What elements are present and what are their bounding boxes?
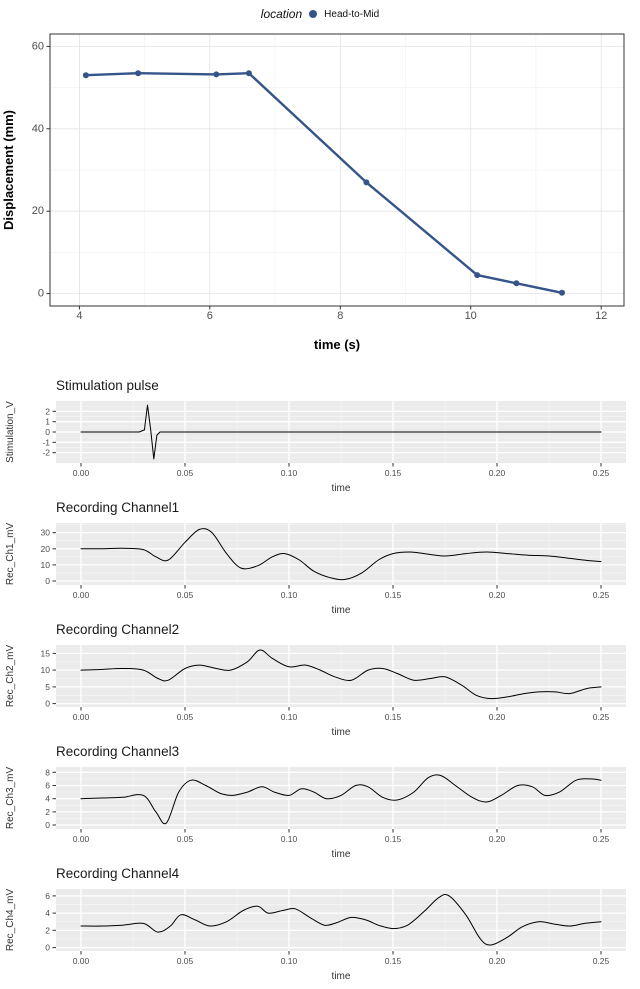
svg-text:0.00: 0.00 bbox=[73, 712, 90, 722]
svg-text:2: 2 bbox=[45, 807, 50, 817]
svg-text:0.20: 0.20 bbox=[489, 468, 506, 478]
svg-text:0.25: 0.25 bbox=[593, 834, 610, 844]
svg-text:0.15: 0.15 bbox=[385, 468, 402, 478]
legend-marker-icon bbox=[309, 10, 318, 18]
channel4-block: Recording Channel4 0.00 0.05 0.10 0.15 0.20 0… bbox=[0, 864, 640, 984]
channel1-block: Recording Channel1 0.00 0.05 0.10 0.15 0.20 0… bbox=[0, 498, 640, 618]
svg-text:time: time bbox=[332, 483, 351, 494]
recording-channel2-chart: 0.00 0.05 0.10 0.15 0.20 0.25 0 5 10 15 time Rec_Ch… bbox=[5, 645, 626, 738]
svg-text:0.15: 0.15 bbox=[385, 956, 402, 966]
svg-text:0.25: 0.25 bbox=[593, 712, 610, 722]
svg-text:30: 30 bbox=[41, 528, 51, 538]
svg-text:4: 4 bbox=[45, 794, 50, 804]
legend-title: location bbox=[260, 7, 303, 21]
svg-text:Displacement (mm): Displacement (mm) bbox=[1, 110, 16, 230]
svg-text:0.05: 0.05 bbox=[177, 834, 194, 844]
svg-text:0.00: 0.00 bbox=[73, 834, 90, 844]
recording-channel3-chart: 0.00 0.05 0.10 0.15 0.20 0.25 0 2 4 6 8 time Rec_Ch3… bbox=[5, 767, 626, 860]
svg-text:0.20: 0.20 bbox=[489, 956, 506, 966]
svg-text:12: 12 bbox=[595, 310, 607, 322]
svg-text:0.10: 0.10 bbox=[281, 468, 298, 478]
legend: location Head-to-Mid bbox=[0, 0, 640, 24]
svg-text:5: 5 bbox=[45, 682, 50, 692]
svg-text:0.05: 0.05 bbox=[177, 956, 194, 966]
svg-text:4: 4 bbox=[45, 908, 50, 918]
svg-text:0.15: 0.15 bbox=[385, 712, 402, 722]
svg-text:0.15: 0.15 bbox=[385, 834, 402, 844]
svg-text:0.10: 0.10 bbox=[281, 712, 298, 722]
chart-title-channel2: Recording Channel2 bbox=[56, 622, 180, 637]
svg-text:0: 0 bbox=[45, 427, 50, 437]
svg-text:0.10: 0.10 bbox=[281, 834, 298, 844]
svg-text:4: 4 bbox=[76, 310, 82, 322]
svg-text:time: time bbox=[332, 849, 351, 860]
svg-text:0.20: 0.20 bbox=[489, 590, 506, 600]
svg-text:0: 0 bbox=[45, 820, 50, 830]
svg-text:40: 40 bbox=[32, 123, 44, 135]
svg-text:8: 8 bbox=[45, 767, 50, 777]
svg-text:0.05: 0.05 bbox=[177, 590, 194, 600]
svg-text:20: 20 bbox=[32, 205, 44, 217]
svg-text:0.15: 0.15 bbox=[385, 590, 402, 600]
svg-text:10: 10 bbox=[465, 310, 477, 322]
svg-text:10: 10 bbox=[41, 665, 51, 675]
recording-channel1-chart: 0.00 0.05 0.10 0.15 0.20 0.25 0 10 20 30 time Rec_C… bbox=[5, 523, 626, 616]
svg-text:0.00: 0.00 bbox=[73, 590, 90, 600]
recording-channel4-chart: 0.00 0.05 0.10 0.15 0.20 0.25 0 2 4 6 time Rec_Ch4_… bbox=[5, 889, 626, 982]
svg-text:Rec_Ch2_mV: Rec_Ch2_mV bbox=[5, 645, 16, 708]
stimulation-block: Stimulation pulse 0.00 0.05 0.10 0.15 0.20 0.… bbox=[0, 376, 640, 496]
svg-text:Rec_Ch1_mV: Rec_Ch1_mV bbox=[5, 523, 16, 586]
svg-text:time: time bbox=[332, 605, 351, 616]
svg-text:0.10: 0.10 bbox=[281, 590, 298, 600]
channel2-block: Recording Channel2 0.00 0.05 0.10 0.15 0.20 0… bbox=[0, 620, 640, 740]
channel3-block: Recording Channel3 0.00 0.05 0.10 0.15 0.20 0… bbox=[0, 742, 640, 862]
svg-text:8: 8 bbox=[337, 310, 343, 322]
chart-title-channel1: Recording Channel1 bbox=[56, 500, 180, 515]
svg-text:time: time bbox=[332, 727, 351, 738]
svg-text:0.20: 0.20 bbox=[489, 834, 506, 844]
svg-text:0.25: 0.25 bbox=[593, 590, 610, 600]
svg-text:20: 20 bbox=[41, 544, 51, 554]
svg-text:2: 2 bbox=[45, 406, 50, 416]
svg-text:0.05: 0.05 bbox=[177, 468, 194, 478]
svg-text:6: 6 bbox=[207, 310, 213, 322]
svg-text:-2: -2 bbox=[42, 448, 50, 458]
legend-entry: Head-to-Mid bbox=[324, 8, 380, 20]
svg-text:0.25: 0.25 bbox=[593, 956, 610, 966]
svg-text:10: 10 bbox=[41, 560, 51, 570]
svg-text:-1: -1 bbox=[42, 437, 50, 447]
svg-text:0.05: 0.05 bbox=[177, 712, 194, 722]
chart-title-stimulation: Stimulation pulse bbox=[56, 378, 159, 393]
chart-title-channel3: Recording Channel3 bbox=[56, 744, 180, 759]
svg-text:Stimulation_V: Stimulation_V bbox=[5, 401, 16, 463]
svg-text:time: time bbox=[332, 971, 351, 982]
svg-text:1: 1 bbox=[45, 417, 50, 427]
svg-text:0.20: 0.20 bbox=[489, 712, 506, 722]
svg-text:60: 60 bbox=[32, 40, 44, 52]
svg-text:0.00: 0.00 bbox=[73, 956, 90, 966]
svg-text:0: 0 bbox=[45, 943, 50, 953]
svg-text:6: 6 bbox=[45, 781, 50, 791]
svg-text:0.10: 0.10 bbox=[281, 956, 298, 966]
svg-text:6: 6 bbox=[45, 891, 50, 901]
svg-text:0.25: 0.25 bbox=[593, 468, 610, 478]
svg-text:0.00: 0.00 bbox=[73, 468, 90, 478]
svg-text:0: 0 bbox=[45, 699, 50, 709]
svg-text:Rec_Ch3_mV: Rec_Ch3_mV bbox=[5, 767, 16, 830]
chart-title-channel4: Recording Channel4 bbox=[56, 866, 180, 881]
svg-text:0: 0 bbox=[38, 288, 44, 300]
displacement-chart: 4 6 8 10 12 0 20 40 60 time (s) Displacement (mm) bbox=[1, 33, 625, 352]
svg-text:0: 0 bbox=[45, 576, 50, 586]
svg-text:Rec_Ch4_mV: Rec_Ch4_mV bbox=[5, 889, 16, 952]
svg-text:15: 15 bbox=[41, 648, 51, 658]
svg-text:2: 2 bbox=[45, 925, 50, 935]
svg-text:time (s): time (s) bbox=[314, 337, 360, 352]
spacer bbox=[0, 354, 640, 376]
